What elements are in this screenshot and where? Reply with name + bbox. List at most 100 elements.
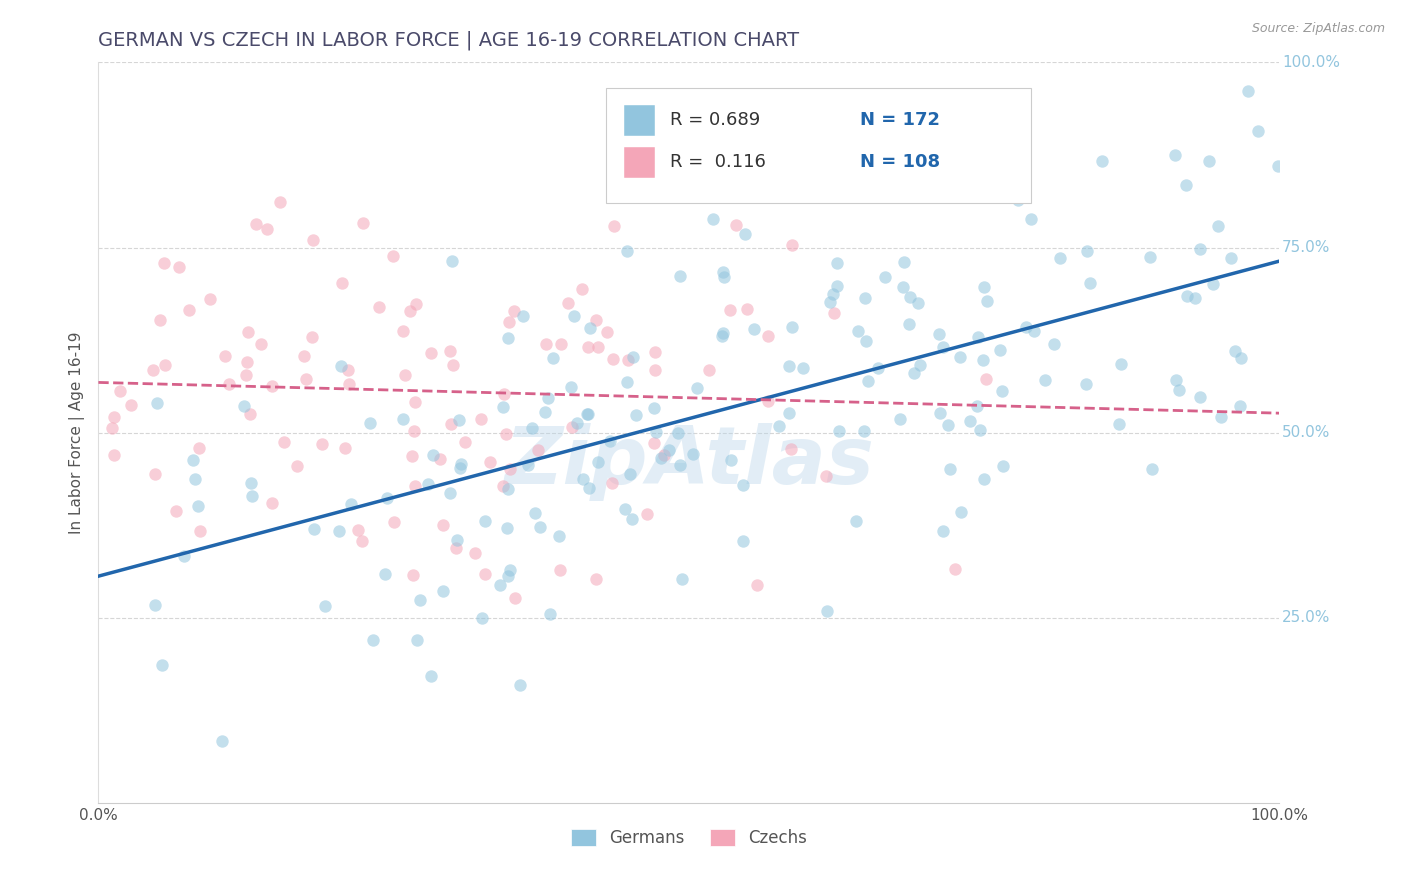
Point (311, 437, 333, 451)
Point (165, 504, 187, 518)
Point (1007, 193, 1029, 207)
Point (725, 218, 748, 232)
Point (188, 441, 211, 455)
Point (745, 577, 768, 591)
Point (1230, 351, 1253, 365)
Point (256, 222, 278, 236)
Point (188, 524, 211, 538)
Point (891, 280, 914, 294)
Point (350, 534, 373, 549)
Point (404, 395, 426, 409)
Point (1168, 383, 1191, 397)
Point (471, 611, 494, 625)
Point (1164, 373, 1187, 387)
Point (733, 477, 755, 491)
Point (262, 495, 284, 509)
Point (1164, 148, 1187, 162)
Text: N = 108: N = 108 (860, 153, 941, 171)
Point (560, 380, 582, 394)
Point (352, 216, 374, 230)
Point (596, 326, 619, 340)
Point (845, 514, 868, 528)
Point (903, 366, 925, 380)
Point (474, 566, 496, 581)
Point (898, 317, 921, 331)
Point (359, 416, 381, 430)
Point (143, 599, 166, 613)
Point (931, 524, 953, 538)
Point (330, 276, 353, 290)
Point (562, 309, 585, 323)
Point (394, 368, 416, 382)
Point (496, 482, 519, 496)
Point (815, 604, 838, 618)
Point (432, 517, 454, 532)
Text: R = 0.689: R = 0.689 (671, 112, 761, 129)
Point (966, 399, 988, 413)
Point (1229, 400, 1251, 414)
Point (949, 350, 972, 364)
Point (103, 448, 125, 462)
Point (875, 270, 897, 285)
Point (522, 420, 544, 434)
Point (988, 343, 1011, 358)
Point (499, 462, 522, 476)
Point (499, 563, 522, 577)
Point (368, 300, 391, 314)
Point (561, 420, 583, 434)
Point (328, 524, 350, 538)
Point (420, 346, 443, 360)
Point (571, 283, 593, 297)
Point (644, 363, 666, 377)
Point (616, 375, 638, 389)
Point (301, 330, 323, 344)
Point (742, 322, 765, 336)
Point (245, 218, 267, 232)
Point (669, 458, 692, 472)
Point (652, 448, 675, 462)
Point (621, 512, 644, 526)
Point (236, 355, 259, 369)
Point (990, 384, 1012, 399)
Point (429, 452, 451, 467)
Point (768, 419, 790, 434)
Point (588, 340, 610, 354)
Point (889, 411, 911, 425)
Point (211, 733, 233, 747)
Point (404, 479, 426, 493)
Point (517, 458, 540, 473)
Text: GERMAN VS CZECH IN LABOR FORCE | AGE 16-19 CORRELATION CHART: GERMAN VS CZECH IN LABOR FORCE | AGE 16-… (98, 30, 800, 50)
Point (1001, 183, 1024, 197)
Point (565, 416, 588, 430)
Point (557, 296, 579, 310)
Point (711, 329, 734, 343)
Point (432, 583, 454, 598)
Point (735, 302, 758, 317)
Point (150, 658, 173, 673)
Point (1225, 344, 1247, 359)
Point (1002, 174, 1025, 188)
Point (624, 408, 647, 422)
Point (599, 434, 621, 449)
Point (720, 453, 742, 467)
Point (496, 331, 519, 345)
Point (823, 306, 845, 320)
Point (537, 391, 560, 405)
Point (548, 529, 571, 543)
Point (273, 435, 295, 450)
Point (853, 425, 876, 439)
Point (439, 343, 461, 358)
Point (686, 380, 709, 394)
Point (959, 414, 981, 428)
Point (446, 533, 468, 547)
Point (1184, 291, 1206, 305)
Point (382, 515, 405, 529)
Point (401, 450, 423, 464)
Point (409, 592, 432, 607)
Point (239, 407, 262, 421)
Point (314, 599, 336, 613)
Point (1246, 124, 1268, 138)
Text: R =  0.116: R = 0.116 (671, 153, 766, 171)
Point (173, 549, 195, 563)
Point (616, 244, 638, 259)
